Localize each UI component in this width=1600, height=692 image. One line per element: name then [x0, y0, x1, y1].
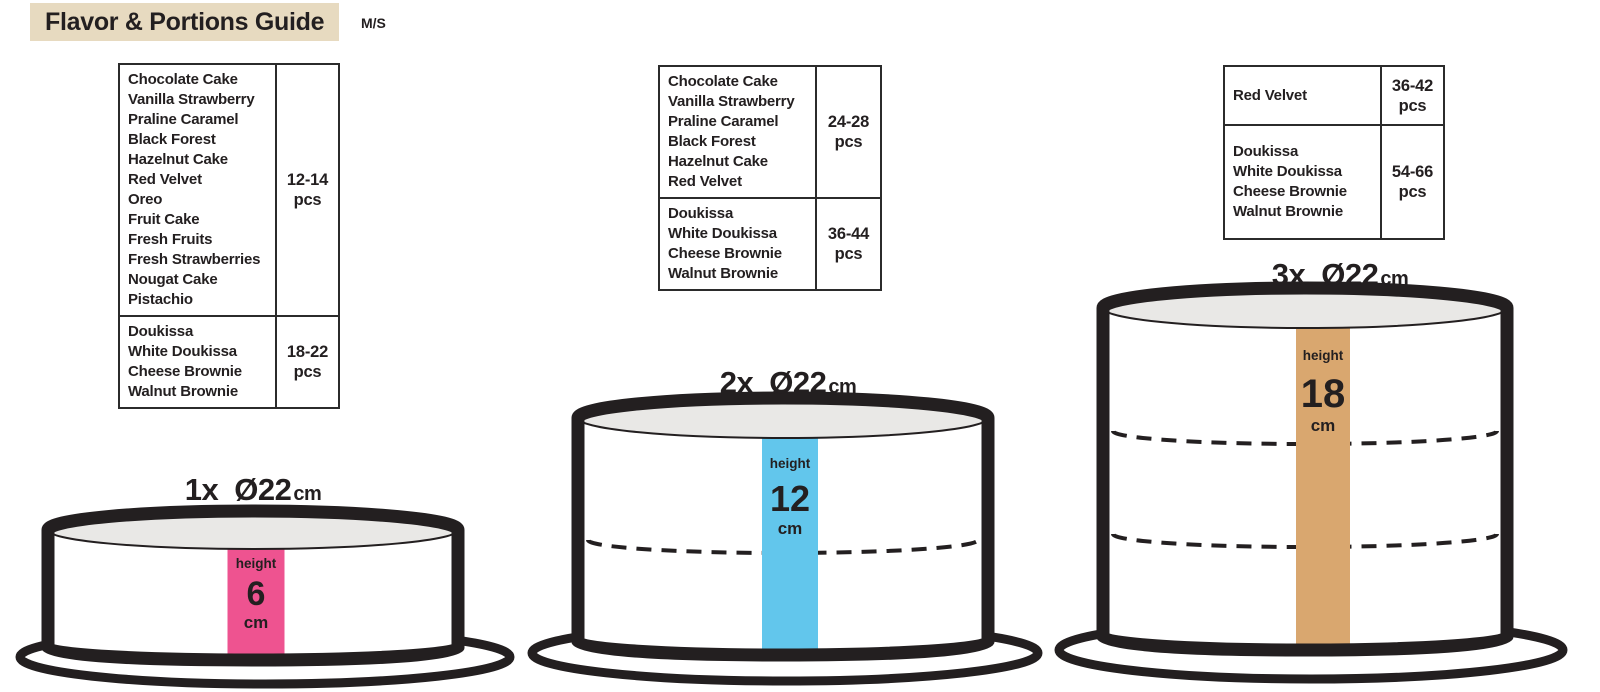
portions-count: 36-42 — [1391, 76, 1434, 95]
flavor-label: Doukissa — [128, 323, 194, 340]
flavor-label: White Doukissa — [1233, 163, 1342, 180]
cake-size-label: 2x Ø22 cm — [720, 365, 857, 400]
flavor-label: Black Forest — [668, 133, 756, 150]
portions-cell: 12-14 pcs — [277, 65, 338, 315]
portions-count: 12-14 — [286, 171, 329, 189]
portions-unit: pcs — [293, 191, 322, 209]
portions-count: 54-66 — [1391, 163, 1434, 181]
flavor-label: Chocolate Cake — [128, 71, 238, 88]
portions-unit: pcs — [1398, 96, 1427, 115]
flavors-cell: Doukissa White Doukissa Cheese Brownie Waln… — [120, 317, 277, 407]
height-caption: height — [1303, 348, 1344, 363]
portions-table-3x: Red Velvet 36-42 pcs Doukissa White Doukissa… — [1223, 65, 1445, 240]
flavor-label: Cheese Brownie — [128, 363, 242, 380]
flavor-label: Walnut Brownie — [1233, 203, 1343, 220]
portions-unit: pcs — [834, 245, 863, 263]
cake-size-label: 1x Ø22 cm — [185, 472, 322, 507]
portions-count: 18-22 — [286, 343, 329, 361]
table-row: Red Velvet 36-42 pcs — [1225, 67, 1443, 124]
flavor-label: White Doukissa — [128, 343, 237, 360]
flavors-cell: Doukissa White Doukissa Cheese Brownie Waln… — [660, 199, 817, 289]
cake-outline — [571, 391, 995, 662]
flavor-label: Oreo — [128, 191, 163, 208]
height-caption: height — [236, 556, 277, 571]
table-row: Doukissa White Doukissa Cheese Brownie Waln… — [120, 315, 338, 407]
flavor-label: Fruit Cake — [128, 211, 200, 228]
height-value: 6 — [247, 575, 266, 613]
portions-cell: 36-44 pcs — [817, 199, 880, 289]
table-row: Chocolate Cake Vanilla Strawberry Praline … — [120, 65, 338, 315]
portions-cell: 24-28 pcs — [817, 67, 880, 197]
flavor-label: Red Velvet — [1233, 86, 1307, 104]
flavor-label: White Doukissa — [668, 225, 777, 242]
portions-unit: pcs — [834, 133, 863, 151]
page-title: Flavor & Portions Guide — [30, 3, 340, 41]
cake-outline — [41, 504, 465, 667]
flavor-label: Doukissa — [668, 205, 734, 222]
height-unit: cm — [778, 519, 803, 538]
layer-divider-line — [1111, 533, 1499, 549]
table-row: Chocolate Cake Vanilla Strawberry Praline … — [660, 67, 880, 197]
portions-table-1x: Chocolate Cake Vanilla Strawberry Praline … — [118, 63, 340, 409]
flavor-label: Vanilla Strawberry — [128, 91, 255, 108]
flavor-label: Walnut Brownie — [668, 265, 778, 282]
flavor-label: Hazelnut Cake — [668, 153, 768, 170]
flavor-label: Fresh Strawberries — [128, 251, 261, 268]
height-bar — [1296, 328, 1350, 653]
height-caption: height — [770, 456, 811, 471]
flavor-label: Nougat Cake — [128, 271, 218, 288]
flavor-label: Praline Caramel — [128, 111, 239, 128]
height-unit: cm — [1311, 416, 1336, 435]
flavor-label: Fresh Fruits — [128, 231, 213, 248]
flavor-label: Praline Caramel — [668, 113, 779, 130]
flavor-label: Vanilla Strawberry — [668, 93, 795, 110]
cake-outline — [1096, 281, 1514, 657]
brand-mark: M/S — [361, 15, 386, 31]
flavor-label: Cheese Brownie — [1233, 183, 1347, 200]
flavor-label: Red Velvet — [128, 171, 202, 188]
flavor-label: Black Forest — [128, 131, 216, 148]
flavors-cell: Red Velvet — [1225, 67, 1382, 124]
height-unit: cm — [244, 613, 269, 632]
portions-unit: pcs — [1398, 183, 1427, 201]
flavor-label: Pistachio — [128, 291, 193, 308]
portions-count: 36-44 — [827, 225, 870, 243]
flavor-label: Walnut Brownie — [128, 383, 238, 400]
flavors-cell: Chocolate Cake Vanilla Strawberry Praline … — [660, 67, 817, 197]
portions-cell: 36-42 pcs — [1382, 67, 1443, 124]
portions-cell: 54-66 pcs — [1382, 126, 1443, 238]
flavors-cell: Chocolate Cake Vanilla Strawberry Praline … — [120, 65, 277, 315]
flavor-label: Red Velvet — [668, 173, 742, 190]
flavor-label: Chocolate Cake — [668, 73, 778, 90]
portions-count: 24-28 — [827, 113, 870, 131]
flavors-cell: Doukissa White Doukissa Cheese Brownie Waln… — [1225, 126, 1382, 238]
height-bar — [227, 549, 285, 664]
flavor-label: Hazelnut Cake — [128, 151, 228, 168]
cake-size-label: 3x Ø22 cm — [1272, 257, 1409, 292]
table-row: Doukissa White Doukissa Cheese Brownie Waln… — [660, 197, 880, 289]
layer-divider-line — [1111, 430, 1499, 446]
flavor-label: Cheese Brownie — [668, 245, 782, 262]
flavor-label: Doukissa — [1233, 143, 1299, 160]
portions-cell: 18-22 pcs — [277, 317, 338, 407]
height-value: 12 — [770, 478, 810, 519]
cake-illustration-1x: height 6cm 1x Ø22 cm — [15, 472, 515, 689]
portions-unit: pcs — [293, 363, 322, 381]
height-value: 18 — [1301, 372, 1346, 416]
height-bar — [762, 438, 818, 658]
table-row: Doukissa White Doukissa Cheese Brownie Waln… — [1225, 124, 1443, 238]
portions-table-2x: Chocolate Cake Vanilla Strawberry Praline … — [658, 65, 882, 291]
